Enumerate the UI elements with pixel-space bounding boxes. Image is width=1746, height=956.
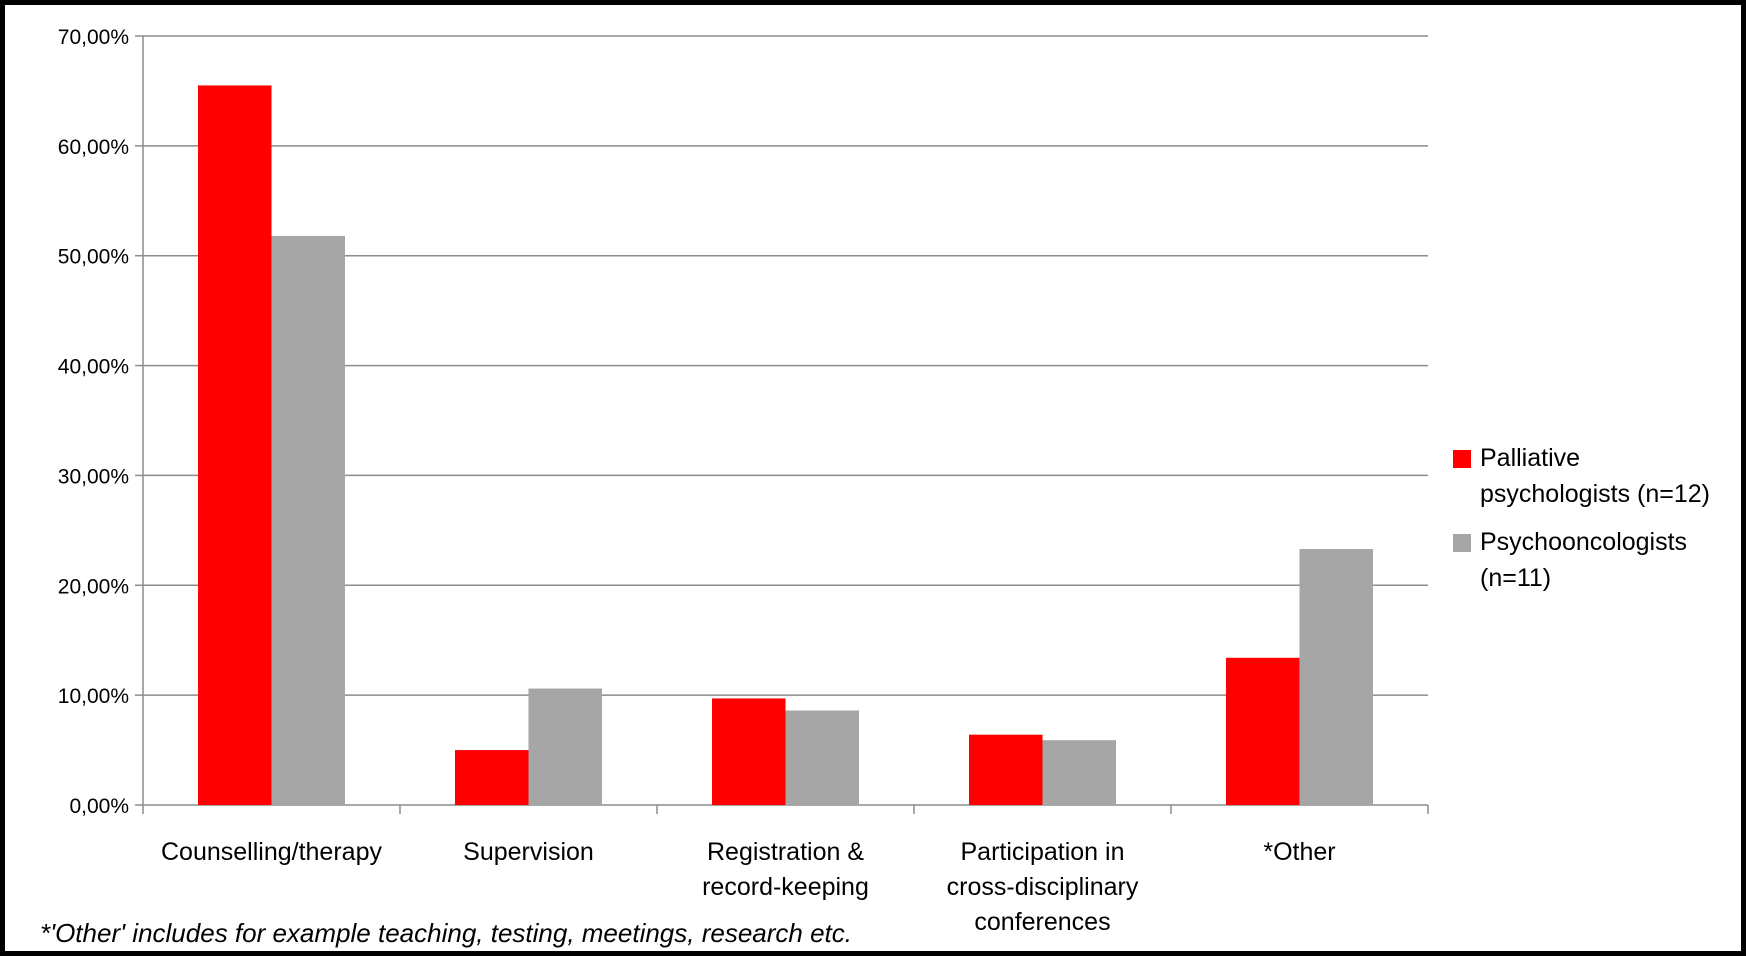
y-tick-label: 60,00% <box>58 136 129 159</box>
bar <box>1042 740 1117 805</box>
x-category-label: *Other <box>1263 838 1335 866</box>
bar <box>1299 549 1374 805</box>
bar <box>197 85 272 805</box>
x-category-label: Counselling/therapy <box>161 838 382 866</box>
bar <box>454 750 529 805</box>
x-category-label: conferences <box>974 908 1110 936</box>
x-category-label: Supervision <box>463 838 594 866</box>
legend-label-palliative-line2: psychologists (n=12) <box>1480 480 1710 508</box>
legend-label-psychooncologists-line2: (n=11) <box>1480 564 1552 592</box>
y-tick-label: 50,00% <box>58 246 129 269</box>
legend-swatch-palliative <box>1453 450 1471 468</box>
x-category-label: cross-disciplinary <box>947 873 1139 901</box>
legend-label-palliative-line1: Palliative <box>1480 444 1581 472</box>
x-category-label: Registration & <box>707 838 864 866</box>
legend-label-psychooncologists-line1: Psychooncologists <box>1480 528 1688 556</box>
y-tick-label: 70,00% <box>58 26 129 49</box>
bar <box>528 688 603 805</box>
x-category-label: record-keeping <box>702 873 869 901</box>
bar <box>711 698 786 805</box>
y-tick-label: 30,00% <box>58 465 129 488</box>
x-category-label: Participation in <box>961 838 1125 866</box>
footnote: *'Other' includes for example teaching, … <box>40 918 853 948</box>
bar <box>785 710 860 805</box>
bar <box>968 734 1043 805</box>
y-tick-label: 20,00% <box>58 575 129 598</box>
bar <box>1225 657 1300 805</box>
y-tick-label: 10,00% <box>58 685 129 708</box>
y-tick-label: 40,00% <box>58 356 129 379</box>
legend-item-psychooncologists: Psychooncologists (n=11) <box>1453 524 1743 596</box>
legend-item-palliative: Palliative psychologists (n=12) <box>1453 440 1743 512</box>
bar <box>271 235 346 805</box>
y-tick-label: 0,00% <box>69 795 129 818</box>
legend-swatch-psychooncologists <box>1453 534 1471 552</box>
legend: Palliative psychologists (n=12) Psychoon… <box>1453 440 1743 608</box>
